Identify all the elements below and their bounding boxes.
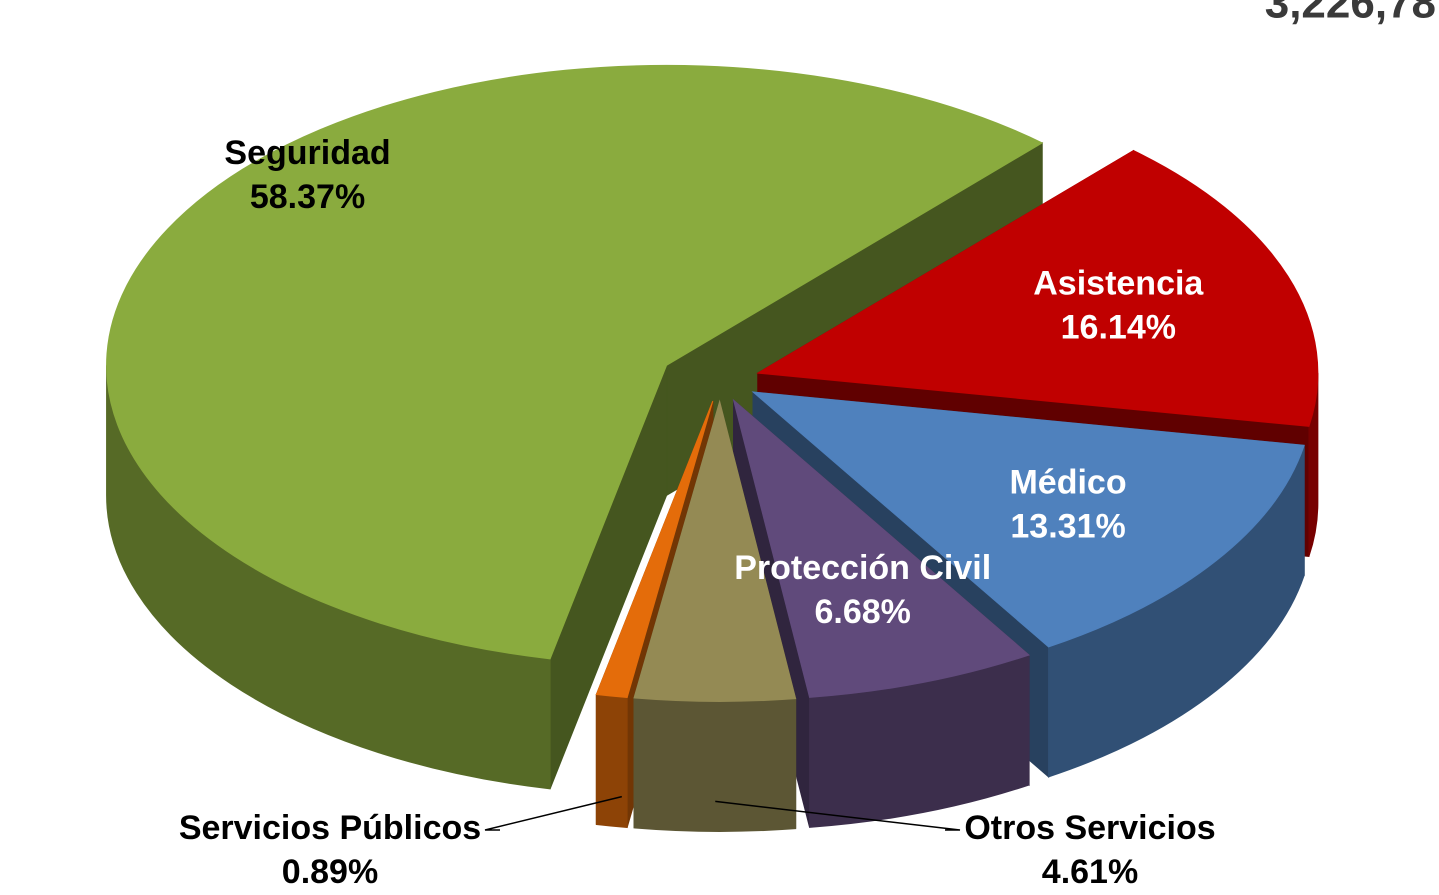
slice bbox=[595, 400, 714, 699]
leader-line bbox=[484, 795, 622, 831]
slice-value-label: 0.89% bbox=[282, 853, 378, 891]
slice-label: Seguridad bbox=[224, 134, 390, 172]
slice-label: Servicios Públicos bbox=[179, 809, 481, 847]
slice-wall bbox=[595, 693, 628, 829]
slice-value-label: 4.61% bbox=[1042, 853, 1138, 891]
slice-label: Médico bbox=[1009, 464, 1126, 502]
slice bbox=[751, 391, 1305, 648]
slice-value-label: 13.31% bbox=[1010, 508, 1125, 546]
slice-value-label: 16.14% bbox=[1061, 308, 1176, 346]
slice bbox=[756, 150, 1319, 427]
slice-value-label: 6.68% bbox=[815, 593, 911, 631]
slice-label: Asistencia bbox=[1033, 264, 1204, 302]
slice-label: Otros Servicios bbox=[964, 809, 1215, 847]
slice-value-label: 58.37% bbox=[250, 178, 365, 216]
slice bbox=[732, 398, 1031, 698]
slice-wall bbox=[633, 697, 797, 832]
leader-line bbox=[715, 800, 961, 831]
annotation: 3,226,78 bbox=[1265, 0, 1436, 28]
slice bbox=[106, 64, 1044, 660]
slice-label: Protección Civil bbox=[734, 549, 991, 587]
slice bbox=[633, 399, 797, 702]
